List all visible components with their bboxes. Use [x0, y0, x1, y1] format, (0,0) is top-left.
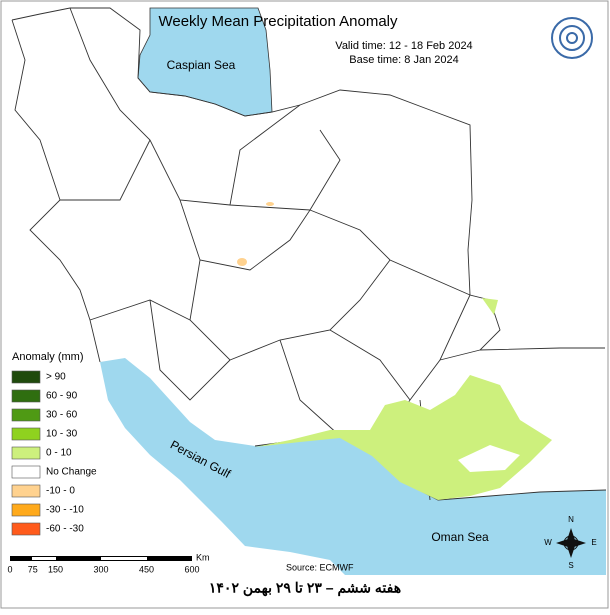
legend-label: No Change: [46, 467, 97, 478]
water-label: Oman Sea: [431, 530, 489, 544]
legend-title: Anomaly (mm): [12, 351, 84, 363]
anomaly-area: [266, 202, 274, 206]
legend-label: -60 - -30: [46, 524, 84, 535]
legend-swatch: [11, 408, 41, 422]
scale-tick-label: 75: [28, 564, 38, 574]
legend-swatch: [11, 427, 41, 441]
compass-label: N: [568, 515, 574, 524]
legend-swatch: [11, 503, 41, 517]
source: Source: ECMWF: [286, 562, 354, 572]
scale-tick-label: 450: [139, 564, 154, 574]
legend-label: > 90: [46, 372, 66, 383]
compass-label: W: [544, 538, 552, 547]
anomaly-area: [482, 298, 498, 315]
scale-bar: [32, 557, 56, 560]
legend-label: 30 - 60: [46, 410, 78, 421]
legend-swatch: [11, 389, 41, 403]
legend-swatch: [11, 370, 41, 384]
legend-swatch: [11, 484, 41, 498]
no-change-area: [458, 445, 520, 472]
legend-label: 10 - 30: [46, 429, 78, 440]
scale-tick-label: 600: [184, 564, 199, 574]
title: Weekly Mean Precipitation Anomaly: [158, 13, 398, 30]
legend-swatch: [11, 465, 41, 479]
legend-label: -10 - 0: [46, 486, 75, 497]
compass: [556, 528, 586, 558]
scale-tick-label: 0: [7, 564, 12, 574]
legend-swatch: [11, 446, 41, 460]
compass-label: S: [568, 561, 573, 570]
scale-tick-label: 150: [48, 564, 63, 574]
base-time: Base time: 8 Jan 2024: [349, 54, 458, 66]
gulf-and-sea: [100, 358, 606, 575]
valid-time: Valid time: 12 - 18 Feb 2024: [335, 40, 472, 52]
scale-unit: Km: [196, 552, 210, 562]
legend-swatch: [11, 522, 41, 536]
water-label: Caspian Sea: [167, 58, 236, 72]
legend-label: 60 - 90: [46, 391, 78, 402]
logo: [551, 17, 593, 59]
anomaly-area: [237, 258, 247, 266]
compass-label: E: [591, 538, 596, 547]
footer: هفته ششم – ۲۳ تا ۲۹ بهمن ۱۴۰۲: [209, 580, 401, 597]
scale-bar: [101, 557, 147, 560]
scale-tick-label: 300: [93, 564, 108, 574]
legend-label: -30 - -10: [46, 505, 84, 516]
legend-label: 0 - 10: [46, 448, 72, 459]
province-borders: [60, 7, 481, 501]
